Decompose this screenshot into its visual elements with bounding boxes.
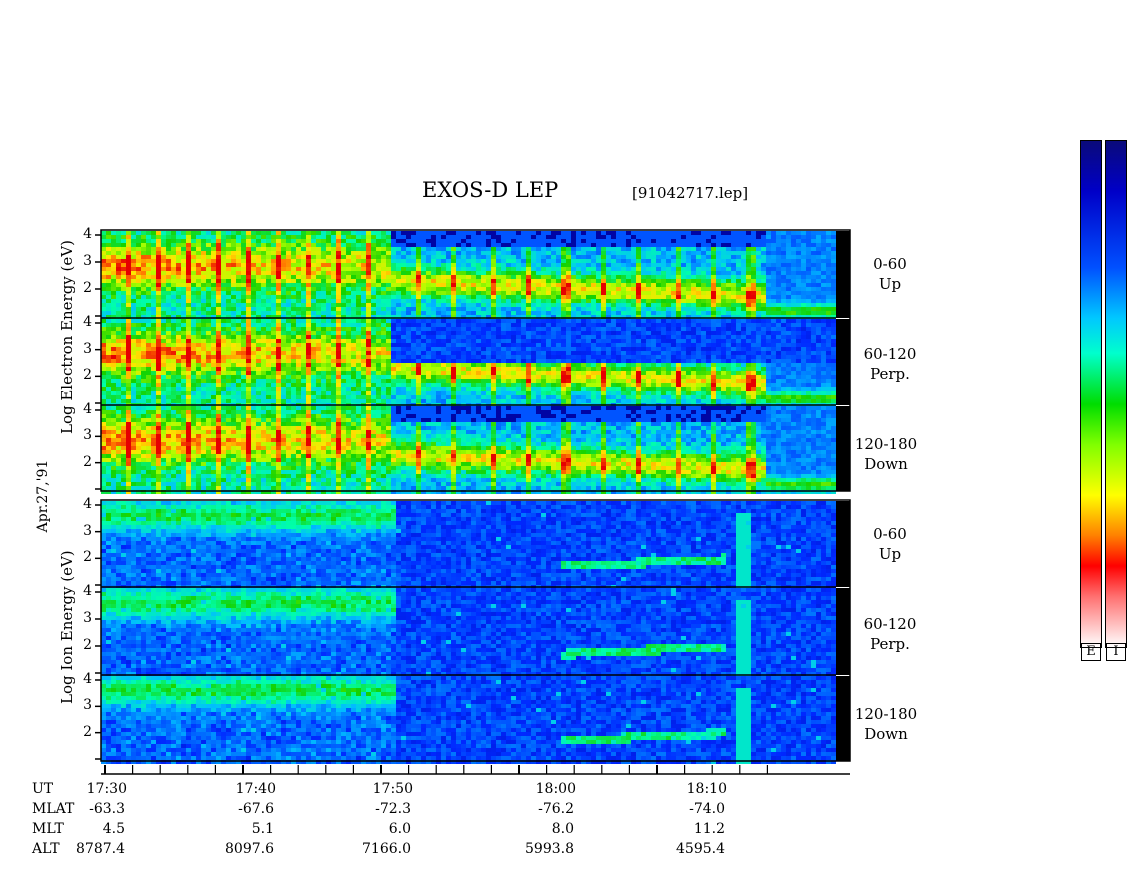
colorbar-ion	[1105, 140, 1127, 648]
y-tick-label: 2	[78, 637, 92, 653]
ephemeris-ut-value: 18:00	[486, 781, 576, 797]
electron-panel-2-label: 60-120 Perp.	[852, 344, 928, 384]
y-tick-label: 3	[78, 253, 92, 269]
ephemeris-ut-value: 18:10	[637, 781, 727, 797]
y-tick-label: 2	[78, 549, 92, 565]
electron-panel-1-label: 0-60 Up	[852, 254, 928, 294]
y-tick-label: 4	[78, 226, 92, 242]
ephemeris-alt-value: 4595.4	[635, 841, 725, 857]
data-gap-strip	[836, 319, 850, 405]
ephemeris-mlat-value: -74.0	[635, 801, 725, 817]
y-tick-label: 2	[78, 367, 92, 383]
electron-spectrogram-panel	[101, 231, 850, 319]
ion-spectrogram-panel	[101, 588, 850, 676]
ephemeris-alt-value: 8097.6	[184, 841, 274, 857]
y-tick-label: 4	[78, 314, 92, 330]
ephemeris-mlat-value: -63.3	[35, 801, 125, 817]
data-gap-strip	[836, 501, 850, 587]
ephemeris-alt-value: 8787.4	[35, 841, 125, 857]
ephemeris-mlt-value: 4.5	[35, 821, 125, 837]
y-tick-label: 3	[78, 697, 92, 713]
ephemeris-mlt-value: 8.0	[484, 821, 574, 837]
y-tick-label: 2	[78, 280, 92, 296]
ephemeris-mlt-value: 11.2	[635, 821, 725, 837]
y-tick-label: 4	[78, 496, 92, 512]
ion-ylabel: Log Ion Energy (eV)	[58, 554, 76, 704]
y-tick-label: 4	[78, 671, 92, 687]
date-label: Apr.27,'91	[35, 446, 51, 546]
ion-panel-1-label: 0-60 Up	[852, 524, 928, 564]
colorbar-electron-label: E	[1081, 643, 1101, 661]
ephemeris-mlt-value: 6.0	[321, 821, 411, 837]
ion-spectrogram-panel	[101, 501, 850, 589]
ephemeris-mlat-value: -67.6	[184, 801, 274, 817]
ephemeris-mlat-value: -76.2	[484, 801, 574, 817]
electron-spectrogram-panel	[101, 406, 850, 494]
electron-panel-3-label: 120-180 Down	[848, 434, 924, 474]
ephemeris-ut-value: 17:50	[323, 781, 413, 797]
data-gap-strip	[836, 231, 850, 318]
ephemeris-ut-value: 17:40	[186, 781, 276, 797]
ephemeris-alt-value: 7166.0	[321, 841, 411, 857]
electron-ylabel: Log Electron Energy (eV)	[58, 284, 76, 434]
ephemeris-alt-value: 5993.8	[484, 841, 574, 857]
y-tick-label: 3	[78, 610, 92, 626]
y-tick-label: 2	[78, 454, 92, 470]
ion-panel-3-label: 120-180 Down	[848, 704, 924, 744]
y-tick-label: 2	[78, 724, 92, 740]
y-tick-label: 3	[78, 341, 92, 357]
ephemeris-mlat-value: -72.3	[321, 801, 411, 817]
electron-spectrogram-panel	[101, 319, 850, 407]
y-tick-label: 4	[78, 401, 92, 417]
ion-panel-2-label: 60-120 Perp.	[852, 614, 928, 654]
ephemeris-ut-value: 17:30	[37, 781, 127, 797]
ion-spectrogram-panel	[101, 676, 850, 764]
ephemeris-mlt-value: 5.1	[184, 821, 274, 837]
y-tick-label: 3	[78, 523, 92, 539]
y-tick-label: 3	[78, 427, 92, 443]
y-tick-label: 4	[78, 583, 92, 599]
colorbar-electron	[1080, 140, 1102, 648]
colorbar-ion-label: I	[1106, 643, 1126, 661]
data-gap-strip	[836, 588, 850, 675]
